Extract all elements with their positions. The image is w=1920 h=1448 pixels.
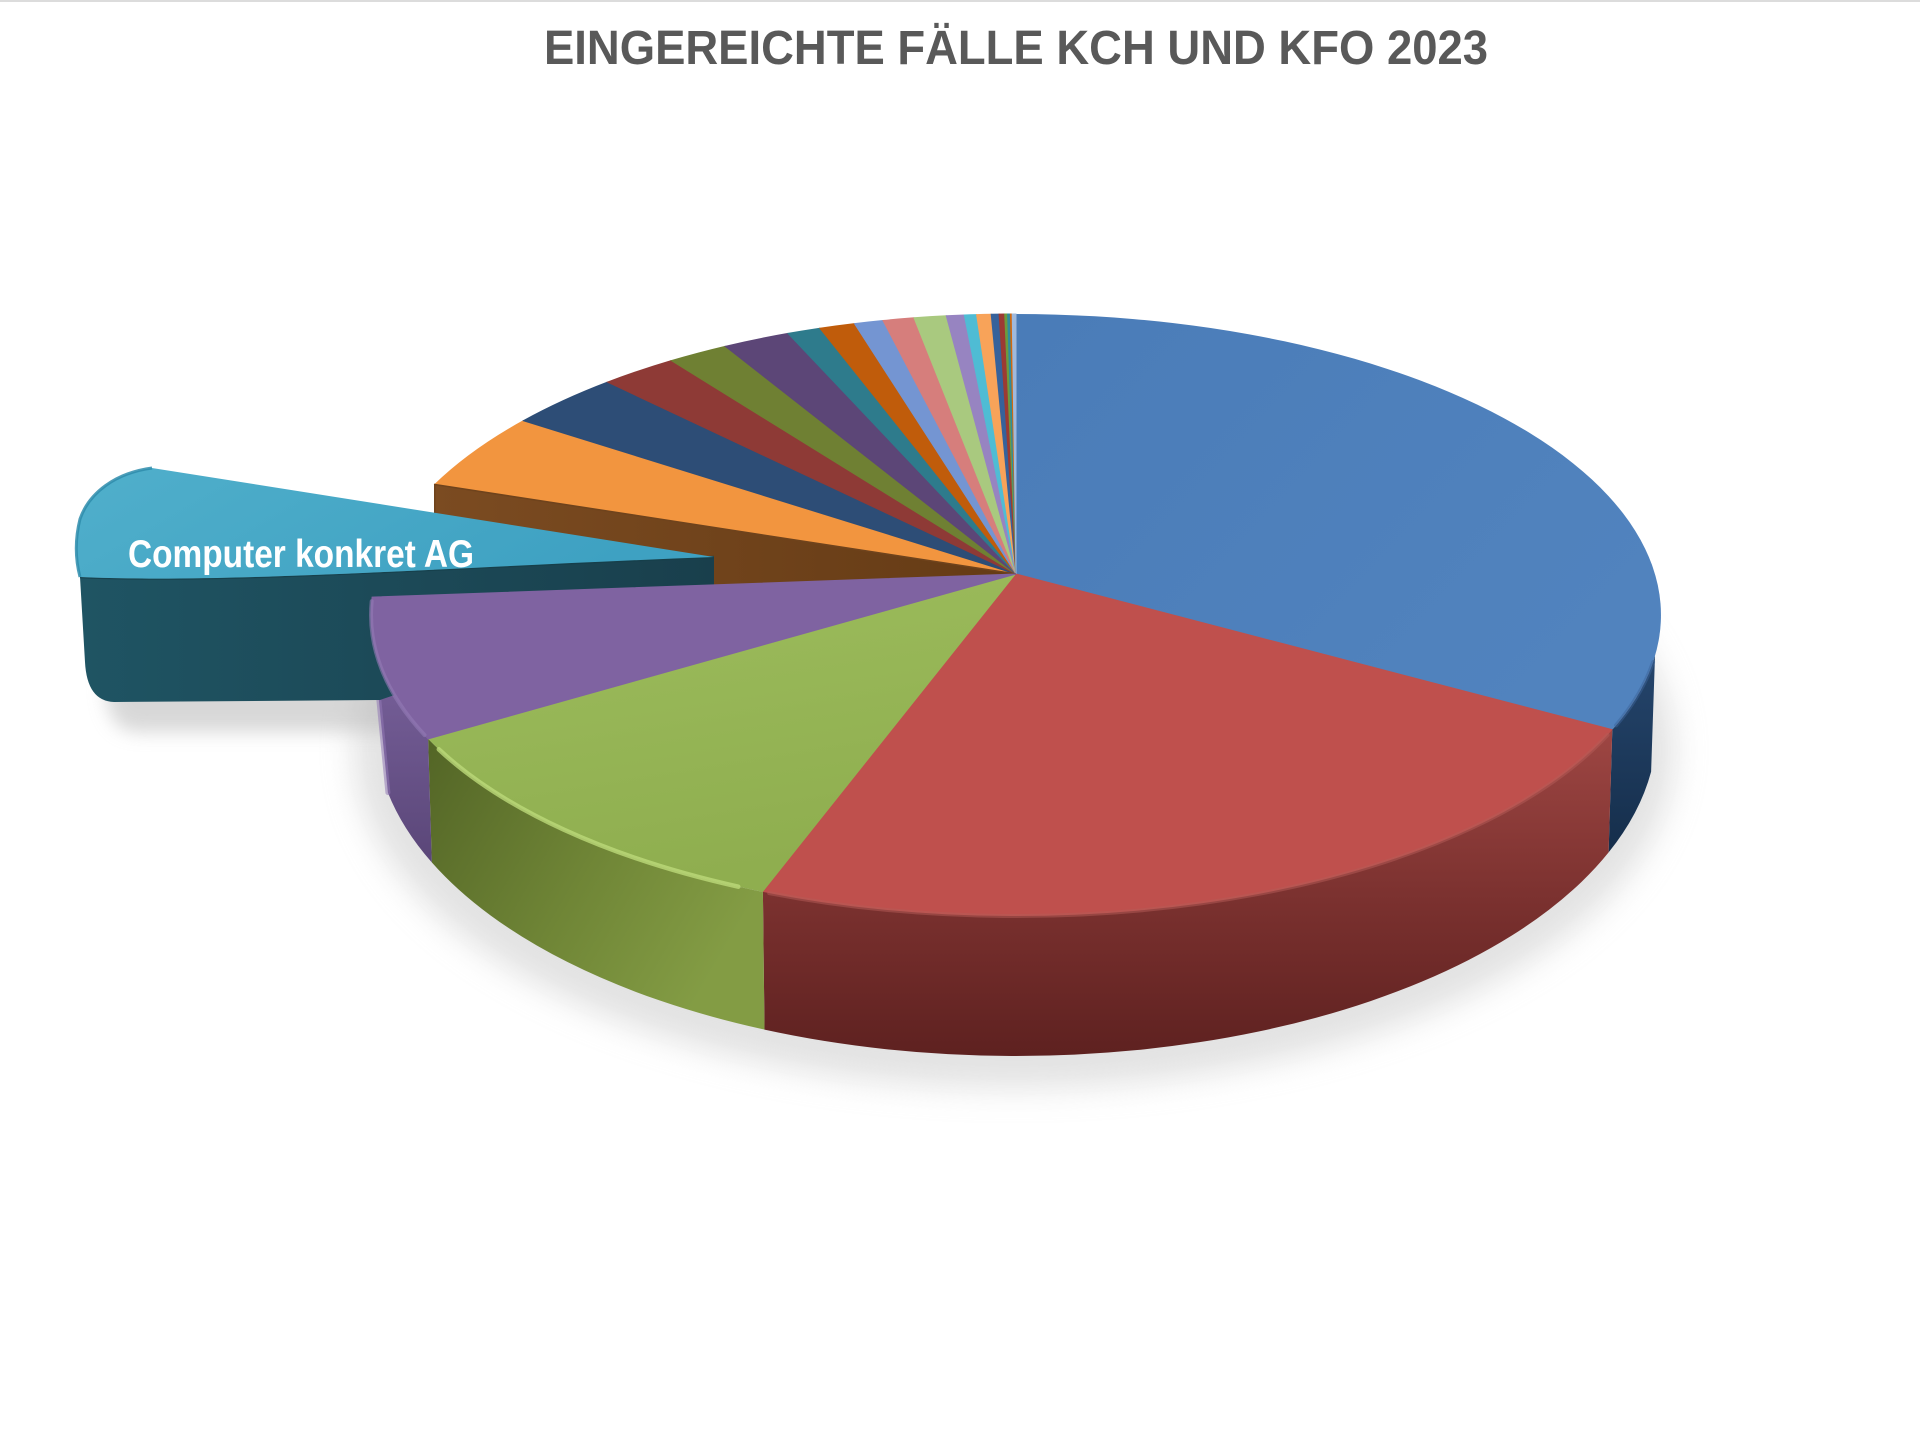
- svg-text:Computer konkret AG: Computer konkret AG: [128, 533, 474, 576]
- svg-text:EINGEREICHTE FÄLLE KCH UND KFO: EINGEREICHTE FÄLLE KCH UND KFO 2023: [544, 22, 1488, 75]
